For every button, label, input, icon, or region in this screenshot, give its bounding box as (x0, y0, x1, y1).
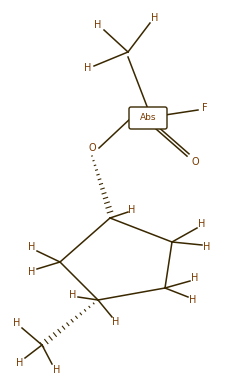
Text: F: F (202, 103, 208, 113)
Text: O: O (191, 157, 199, 167)
Text: H: H (94, 20, 102, 30)
Text: H: H (84, 63, 92, 73)
Text: H: H (16, 358, 24, 368)
Text: O: O (88, 143, 96, 153)
Text: H: H (112, 317, 120, 327)
FancyBboxPatch shape (129, 107, 167, 129)
Text: H: H (69, 290, 77, 300)
Text: H: H (53, 365, 61, 375)
Text: H: H (151, 13, 159, 23)
Text: H: H (28, 267, 36, 277)
Text: H: H (203, 242, 211, 252)
Text: H: H (28, 242, 36, 252)
Text: H: H (189, 295, 197, 305)
Text: H: H (191, 273, 199, 283)
Text: H: H (13, 318, 21, 328)
Text: H: H (198, 219, 206, 229)
Text: H: H (128, 205, 136, 215)
Text: Abs: Abs (140, 113, 156, 122)
